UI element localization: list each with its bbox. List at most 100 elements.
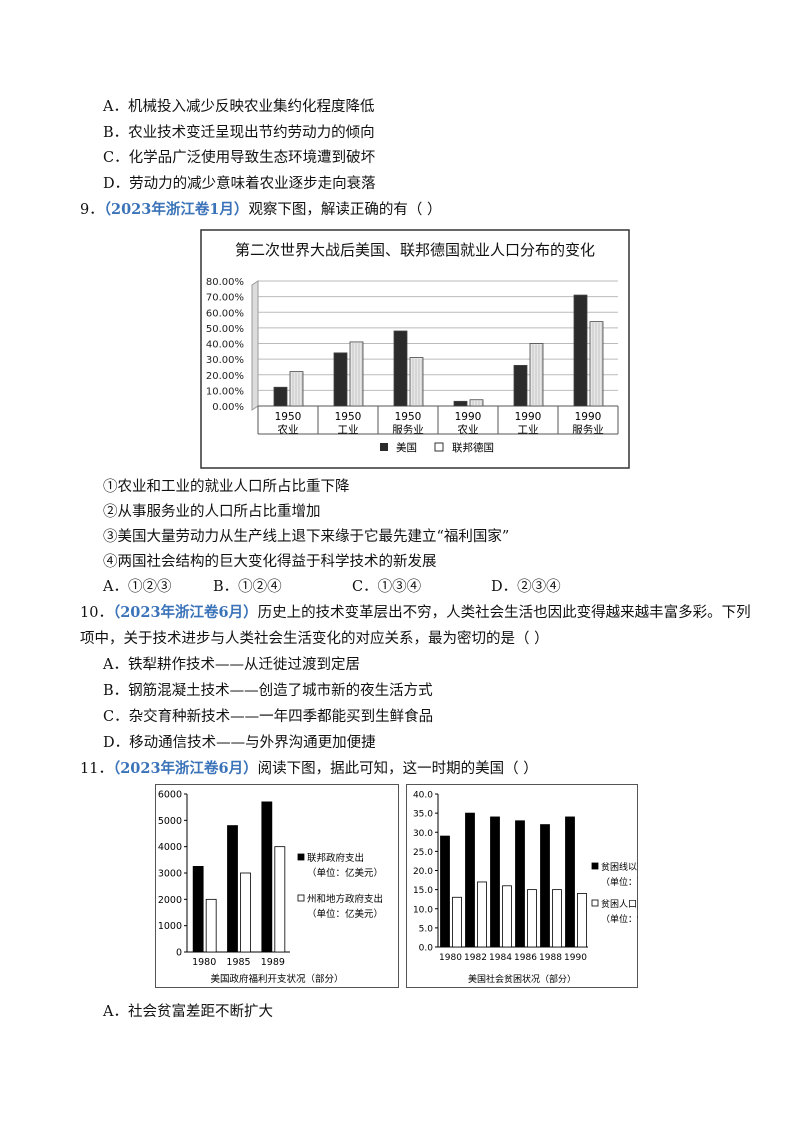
bar-series-2 bbox=[502, 885, 512, 948]
legend-label: 贫困人口比例 bbox=[601, 898, 638, 910]
bar-series-1 bbox=[440, 835, 450, 948]
q9-choice-d: D．②③④ bbox=[491, 579, 561, 595]
y-tick-label: 30.0 bbox=[413, 829, 433, 839]
x-tick-label: 1988 bbox=[539, 953, 562, 963]
x-tick-label: 1985 bbox=[226, 957, 250, 968]
legend-unit: （单位：亿美元） bbox=[307, 908, 383, 920]
q9-choice-b: B．①②④ bbox=[213, 579, 282, 595]
legend-swatch bbox=[297, 853, 305, 861]
x-tick-label: 1990 bbox=[564, 953, 587, 963]
q10-option-a: A．铁犁耕作技术——从迁徙过渡到定居 bbox=[103, 657, 360, 673]
q10-option-d: D．移动通信技术——与外界沟通更加便捷 bbox=[103, 735, 376, 751]
legend-swatch bbox=[591, 862, 599, 870]
x-tick-label-sector: 农业 bbox=[278, 423, 299, 436]
bar-usa bbox=[273, 386, 288, 407]
y-tick-label: 0.0 bbox=[419, 944, 434, 954]
y-tick-label: 0 bbox=[176, 948, 182, 959]
y-tick-label: 25.0 bbox=[413, 848, 433, 858]
x-tick-label: 1982 bbox=[464, 953, 487, 963]
x-tick-label: 1980 bbox=[439, 953, 462, 963]
x-tick-label-sector: 工业 bbox=[338, 424, 359, 436]
y-tick-label: 6000 bbox=[158, 790, 182, 801]
y-tick-label: 1000 bbox=[158, 921, 182, 932]
employment-chart: 第二次世界大战后美国、联邦德国就业人口分布的变化 0.00% 10.00% 20.00… bbox=[200, 229, 630, 469]
bar-usa bbox=[573, 294, 588, 407]
bar-west-germany bbox=[409, 357, 424, 407]
y-tick-label: 20.0 bbox=[413, 867, 433, 877]
legend-label-usa: 美国 bbox=[396, 441, 417, 454]
bar-series-1 bbox=[515, 820, 525, 948]
x-tick-label: 1989 bbox=[261, 957, 285, 968]
y-tick-label: 70.00% bbox=[206, 293, 244, 304]
y-tick-label: 5.0 bbox=[419, 924, 434, 934]
bar-west-germany bbox=[589, 321, 604, 407]
x-tick-label-year: 1990 bbox=[575, 411, 602, 423]
bar-west-germany bbox=[289, 371, 304, 407]
q10-option-b: B．钢筋混凝土技术——创造了城市新的夜生活方式 bbox=[103, 683, 433, 699]
bar-series-2 bbox=[205, 898, 217, 953]
x-tick-label: 1980 bbox=[192, 957, 216, 968]
y-tick-label: 4000 bbox=[158, 842, 182, 853]
bar-series-2 bbox=[527, 889, 537, 948]
chart-title: 第二次世界大战后美国、联邦德国就业人口分布的变化 bbox=[235, 241, 595, 259]
bar-series-1 bbox=[192, 866, 204, 953]
bar-usa bbox=[393, 330, 408, 407]
legend-label: 贫困线以下人数 bbox=[601, 861, 638, 873]
legend-swatch-west-germany bbox=[434, 442, 444, 452]
y-tick-label: 60.00% bbox=[206, 308, 244, 319]
bar-series-2 bbox=[452, 896, 462, 948]
x-tick-label-sector: 工业 bbox=[518, 424, 539, 436]
x-tick-label-sector: 农业 bbox=[458, 423, 479, 436]
y-tick-label: 40.00% bbox=[206, 340, 244, 351]
bar-series-1 bbox=[540, 824, 550, 948]
bar-series-2 bbox=[477, 881, 487, 948]
y-tick-label: 5000 bbox=[158, 816, 182, 827]
y-tick-label: 10.0 bbox=[413, 905, 433, 915]
bar-series-1 bbox=[261, 801, 273, 953]
y-tick-label: 80.00% bbox=[206, 277, 244, 288]
y-tick-label: 2000 bbox=[158, 895, 182, 906]
welfare-spending-chart: 0 1000 2000 3000 4000 5000 6000 1980 1985 1989 美国政… bbox=[155, 784, 399, 988]
x-tick-label-year: 1950 bbox=[395, 411, 422, 423]
legend-unit: （单位：百万） bbox=[601, 876, 638, 888]
bar-usa bbox=[333, 352, 348, 407]
chart-caption: 美国社会贫困状况（部分） bbox=[468, 973, 576, 985]
q9-statement-1: ①农业和工业的就业人口所占比重下降 bbox=[103, 479, 350, 495]
y-tick-label: 30.00% bbox=[206, 355, 244, 366]
y-tick-label: 20.00% bbox=[206, 371, 244, 382]
x-tick-label-year: 1990 bbox=[455, 411, 482, 423]
x-tick-label-year: 1950 bbox=[275, 411, 302, 423]
y-tick-label: 50.00% bbox=[206, 324, 244, 335]
legend-label: 联邦政府支出 bbox=[307, 852, 364, 864]
bar-series-2 bbox=[240, 872, 251, 953]
q8-option-b: B．农业技术变迁呈现出节约劳动力的倾向 bbox=[103, 125, 375, 141]
legend-unit: （单位：亿美元） bbox=[307, 867, 383, 879]
q11-option-a: A．社会贫富差距不断扩大 bbox=[103, 1004, 273, 1020]
bar-west-germany bbox=[349, 341, 364, 407]
q10-header: 10．（2023年浙江卷6月）历史上的技术变革层出不穷，人类社会生活也因此变得越… bbox=[80, 603, 751, 623]
q9-statement-3: ③美国大量劳动力从生产线上退下来缘于它最先建立“福利国家” bbox=[103, 529, 510, 545]
q10-option-c: C．杂交育种新技术——一年四季都能买到生鲜食品 bbox=[103, 709, 434, 725]
y-tick-label: 3000 bbox=[158, 869, 182, 880]
bar-series-1 bbox=[565, 816, 575, 948]
q9-source: （2023年浙江卷1月） bbox=[103, 201, 249, 218]
q10-stem-line1: 历史上的技术变革层出不穷，人类社会生活也因此变得越来越丰富多彩。下列 bbox=[257, 605, 751, 621]
q9-header: 9．（2023年浙江卷1月）观察下图，解读正确的有（ ） bbox=[80, 200, 442, 220]
q10-source: （2023年浙江卷6月） bbox=[112, 604, 258, 621]
x-tick-label-year: 1990 bbox=[515, 411, 542, 423]
bar-usa bbox=[453, 400, 468, 407]
x-tick-label-year: 1950 bbox=[335, 411, 362, 423]
q8-option-a: A．机械投入减少反映农业集约化程度降低 bbox=[103, 99, 375, 115]
q9-statement-4: ④两国社会结构的巨大变化得益于科学技术的新发展 bbox=[103, 554, 437, 570]
bar-series-1 bbox=[465, 812, 475, 948]
legend-swatch bbox=[591, 899, 599, 907]
bar-series-1 bbox=[490, 816, 500, 948]
q8-option-c: C．化学品广泛使用导致生态环境遭到破坏 bbox=[103, 150, 376, 166]
legend-label: 州和地方政府支出 bbox=[307, 893, 383, 905]
q11-number: 11． bbox=[80, 761, 113, 777]
bar-series-2 bbox=[577, 893, 587, 948]
q10-number: 10． bbox=[80, 605, 113, 621]
legend-label-west-germany: 联邦德国 bbox=[452, 441, 494, 454]
y-tick-label: 0.00% bbox=[212, 402, 244, 413]
